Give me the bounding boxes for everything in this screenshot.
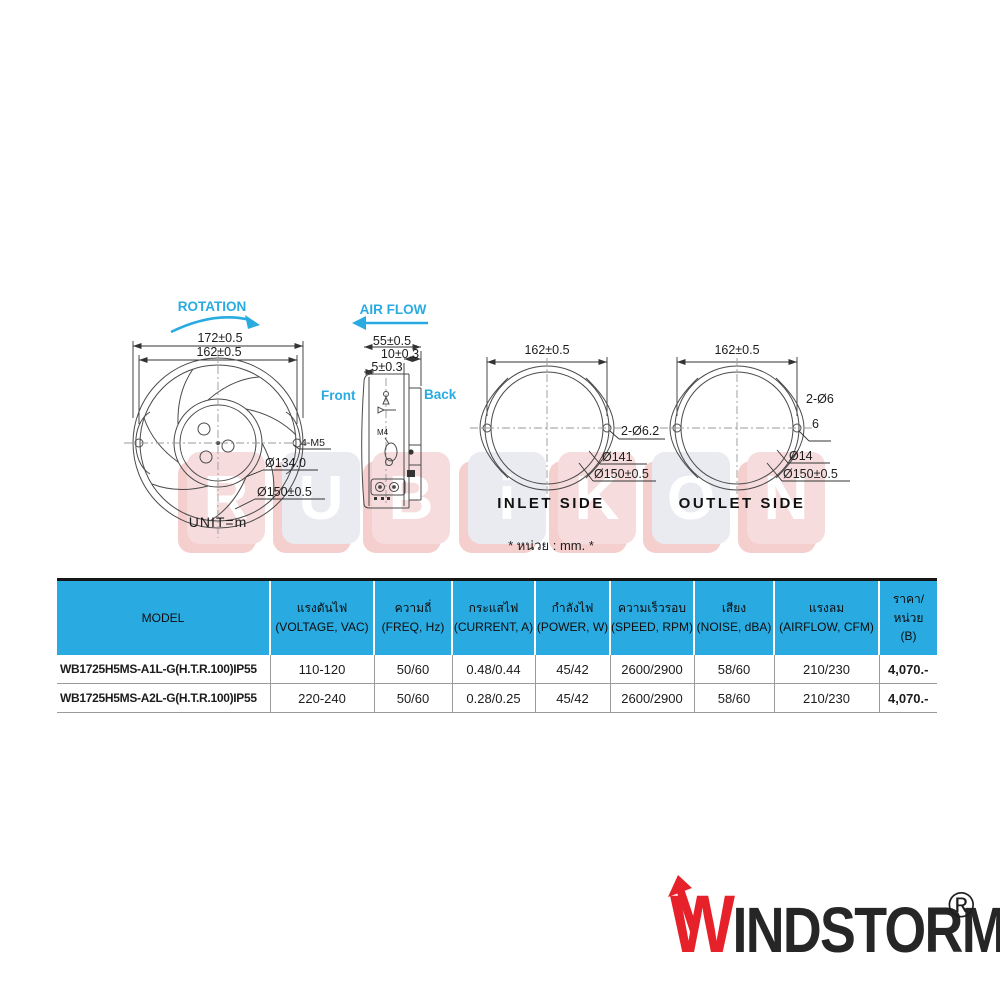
outlet-side-title: OUTLET SIDE bbox=[678, 495, 806, 512]
header-power: กำลังไฟ (POWER, W) bbox=[534, 578, 610, 655]
header-line2: (VOLTAGE, VAC) bbox=[275, 620, 369, 634]
header-model: MODEL bbox=[57, 578, 270, 655]
logo-text: INDSTORM bbox=[732, 894, 1000, 966]
header-line2: (AIRFLOW, CFM) bbox=[779, 620, 874, 634]
side-dim-flange: 10±0.3 bbox=[380, 347, 420, 361]
header-line1: ราคา/หน่วย bbox=[892, 592, 925, 625]
header-line2: (NOISE, dBA) bbox=[696, 620, 772, 634]
outlet-dim: 162±0.5 bbox=[714, 343, 760, 357]
header-current: กระแสไฟ (CURRENT, A) bbox=[451, 578, 535, 655]
rotation-label: ROTATION bbox=[177, 299, 247, 314]
cell-price: 4,070.- bbox=[878, 655, 937, 684]
cell-model: WB1725H5MS-A1L-G(H.T.R.100)IP55 bbox=[57, 655, 271, 684]
front-dia-outer: Ø150±0.5 bbox=[257, 485, 312, 499]
cell-frequency: 50/60 bbox=[373, 655, 453, 684]
spec-table-header: MODEL แรงดันไฟ (VOLTAGE, VAC) ความถี่ (FRE… bbox=[57, 578, 937, 655]
front-dim-holes: 162±0.5 bbox=[196, 345, 242, 359]
watermark-letter: U bbox=[298, 463, 344, 533]
front-label: Front bbox=[321, 388, 356, 403]
airflow-label: AIR FLOW bbox=[359, 302, 427, 317]
outlet-dia-outer: Ø150±0.5 bbox=[783, 467, 838, 481]
side-dim-step: 5±0.3 bbox=[371, 360, 403, 374]
watermark-letter: B bbox=[388, 463, 434, 533]
header-line2: (POWER, W) bbox=[536, 620, 609, 634]
units-note: * หน่วย : mm. * bbox=[508, 538, 594, 553]
unit-label: UNIT=m bbox=[188, 514, 248, 530]
cell-current: 0.28/0.25 bbox=[451, 683, 536, 713]
header-line1: MODEL bbox=[141, 610, 185, 625]
cell-frequency: 50/60 bbox=[373, 683, 453, 713]
front-dim-outer: 172±0.5 bbox=[197, 331, 243, 345]
header-line1: แรงดันไฟ bbox=[296, 601, 348, 616]
inlet-side-title: INLET SIDE bbox=[497, 495, 605, 512]
inlet-hole-label: 2-Ø6.2 bbox=[621, 424, 660, 438]
windstorm-logo: WINDSTORM ® bbox=[668, 875, 1000, 967]
cell-noise: 58/60 bbox=[693, 655, 775, 684]
header-line2: (B) bbox=[900, 629, 917, 644]
logo-letter-w: W bbox=[670, 879, 735, 970]
cell-model: WB1725H5MS-A2L-G(H.T.R.100)IP55 bbox=[57, 683, 271, 713]
outlet-hole-label: 2-Ø6 bbox=[806, 392, 834, 406]
header-line2: (FREQ, Hz) bbox=[381, 620, 445, 634]
cell-power: 45/42 bbox=[534, 655, 611, 684]
header-airflow: แรงลม (AIRFLOW, CFM) bbox=[773, 578, 879, 655]
front-screw-label: 4-M5 bbox=[301, 437, 325, 449]
table-row: WB1725H5MS-A1L-G(H.T.R.100)IP55 110-120 … bbox=[57, 655, 937, 684]
registered-trademark-icon: ® bbox=[948, 884, 975, 925]
cell-voltage: 220-240 bbox=[269, 683, 375, 713]
watermark-tile: R bbox=[187, 452, 265, 544]
header-line1: ความถี่ bbox=[394, 601, 432, 616]
back-label: Back bbox=[424, 387, 457, 402]
header-price: ราคา/หน่วย (B) bbox=[878, 578, 937, 655]
header-voltage: แรงดันไฟ (VOLTAGE, VAC) bbox=[269, 578, 374, 655]
header-line1: กำลังไฟ bbox=[551, 601, 594, 616]
header-line2: (CURRENT, A) bbox=[453, 620, 534, 634]
inlet-dia-outer: Ø150±0.5 bbox=[594, 467, 649, 481]
cell-airflow: 210/230 bbox=[773, 683, 880, 713]
cell-airflow: 210/230 bbox=[773, 655, 880, 684]
header-line1: แรงลม bbox=[808, 601, 845, 616]
airflow-arrow bbox=[352, 316, 428, 330]
outlet-dia-inner: Ø14 bbox=[789, 449, 813, 463]
outlet-depth-label: 6 bbox=[812, 417, 819, 431]
inlet-dim: 162±0.5 bbox=[524, 343, 570, 357]
side-dim-depth: 55±0.5 bbox=[372, 334, 412, 348]
front-dia-hub: Ø134.0 bbox=[265, 456, 307, 470]
cell-speed: 2600/2900 bbox=[609, 655, 695, 684]
inlet-dia-inner: Ø141 bbox=[602, 450, 633, 464]
header-frequency: ความถี่ (FREQ, Hz) bbox=[373, 578, 452, 655]
header-noise: เสียง (NOISE, dBA) bbox=[693, 578, 774, 655]
rotation-arrow bbox=[170, 315, 260, 334]
logo-arrow-icon bbox=[668, 875, 698, 933]
cell-noise: 58/60 bbox=[693, 683, 775, 713]
watermark-tile: B bbox=[372, 452, 450, 544]
header-line1: เสียง bbox=[721, 601, 747, 616]
table-row: WB1725H5MS-A2L-G(H.T.R.100)IP55 220-240 … bbox=[57, 683, 937, 713]
header-line1: กระแสไฟ bbox=[468, 601, 519, 616]
cell-current: 0.48/0.44 bbox=[451, 655, 536, 684]
cell-power: 45/42 bbox=[534, 683, 611, 713]
side-screw-label: M4 bbox=[377, 428, 389, 437]
cell-voltage: 110-120 bbox=[269, 655, 375, 684]
cell-price: 4,070.- bbox=[878, 683, 937, 713]
spec-table: MODEL แรงดันไฟ (VOLTAGE, VAC) ความถี่ (FRE… bbox=[57, 578, 937, 713]
header-line1: ความเร็วรอบ bbox=[618, 601, 686, 616]
header-speed: ความเร็วรอบ (SPEED, RPM) bbox=[609, 578, 694, 655]
cell-speed: 2600/2900 bbox=[609, 683, 695, 713]
header-line2: (SPEED, RPM) bbox=[611, 620, 694, 634]
